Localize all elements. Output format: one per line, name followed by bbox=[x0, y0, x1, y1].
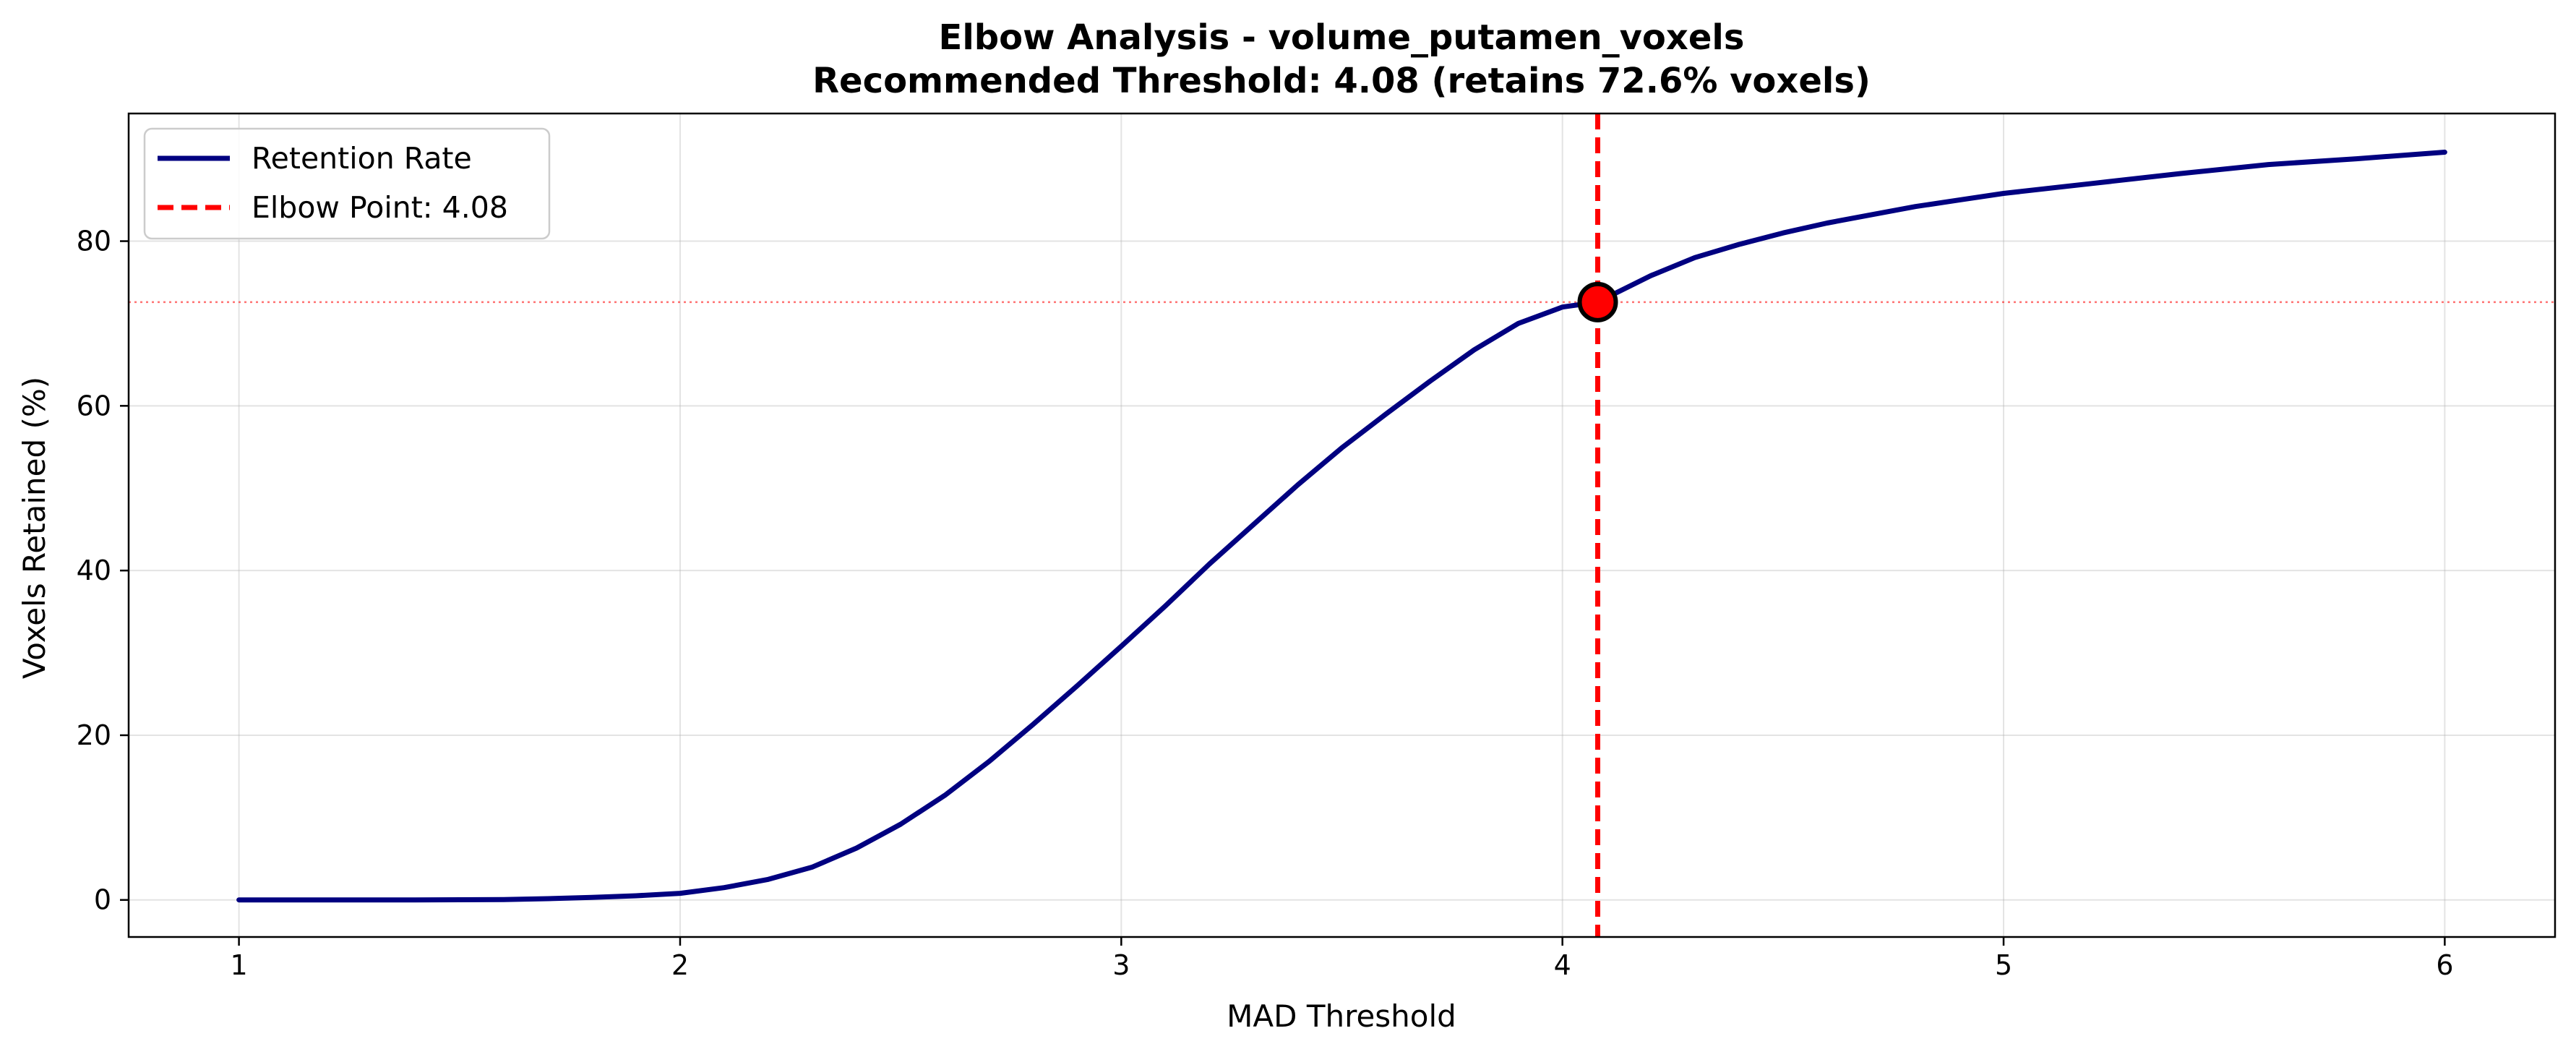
x-tick-label: 1 bbox=[230, 949, 247, 981]
y-tick-label: 80 bbox=[77, 226, 111, 257]
y-axis-ticks: 0 20 40 60 80 bbox=[77, 226, 129, 916]
x-axis-label: MAD Threshold bbox=[1227, 998, 1456, 1034]
x-tick-label: 4 bbox=[1554, 949, 1571, 981]
x-tick-label: 5 bbox=[1995, 949, 2012, 981]
y-tick-label: 0 bbox=[94, 884, 111, 916]
axes-frame bbox=[127, 112, 2556, 938]
x-tick-label: 2 bbox=[671, 949, 689, 981]
legend-box bbox=[143, 127, 551, 240]
y-tick-label: 40 bbox=[77, 555, 111, 586]
legend: Retention Rate Elbow Point: 4.08 bbox=[143, 127, 551, 240]
chart-subtitle: Recommended Threshold: 4.08 (retains 72.… bbox=[812, 61, 1871, 101]
y-tick-label: 20 bbox=[77, 719, 111, 751]
grid-lines bbox=[129, 114, 2555, 937]
x-tick-label: 6 bbox=[2436, 949, 2453, 981]
legend-label-elbow: Elbow Point: 4.08 bbox=[252, 190, 508, 225]
series-line-retention-rate bbox=[236, 150, 2447, 903]
chart-title: Elbow Analysis - volume_putamen_voxels bbox=[939, 17, 1745, 58]
series-layer bbox=[236, 150, 2447, 903]
y-axis-label: Voxels Retained (%) bbox=[17, 377, 52, 679]
plot-area: 1 2 3 4 5 6 0 20 40 60 80 bbox=[77, 112, 2556, 981]
x-tick-label: 3 bbox=[1112, 949, 1130, 981]
elbow-point-marker bbox=[1577, 281, 1618, 322]
y-tick-label: 60 bbox=[77, 390, 111, 421]
marker-layer bbox=[1577, 114, 1618, 937]
x-axis-ticks: 1 2 3 4 5 6 bbox=[230, 937, 2454, 981]
legend-label-retention: Retention Rate bbox=[252, 141, 472, 176]
